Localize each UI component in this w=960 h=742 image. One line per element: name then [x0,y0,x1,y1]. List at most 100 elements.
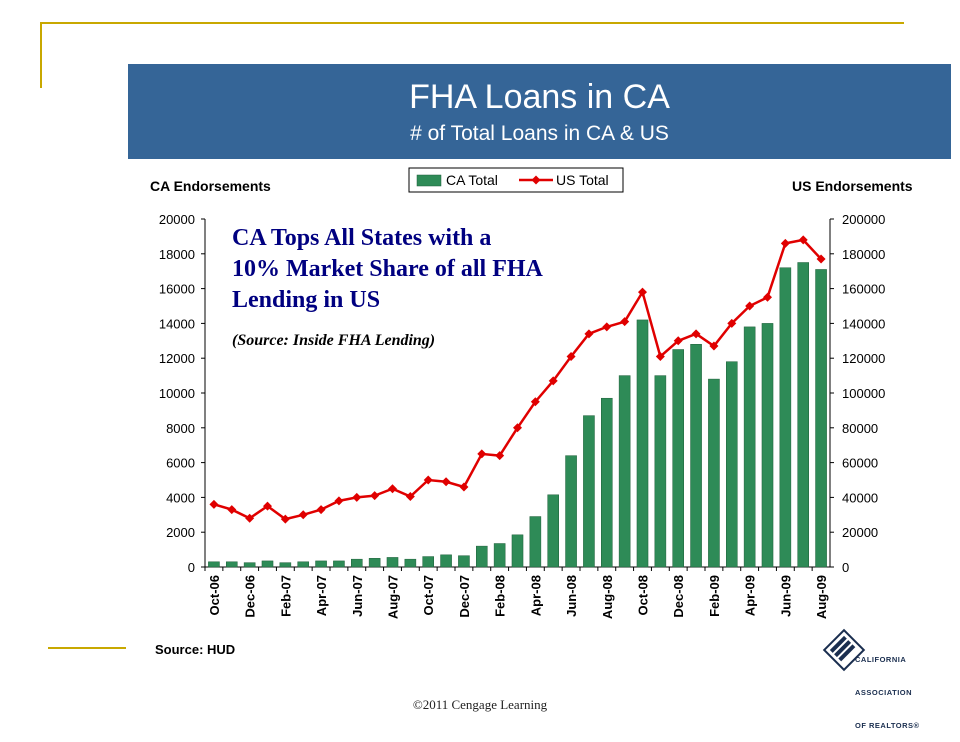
left-tick-label: 20000 [159,212,195,227]
bar [261,560,274,568]
us-total-point [655,351,665,361]
x-tick-label: Aug-09 [814,575,829,619]
left-tick-label: 6000 [166,456,195,471]
right-tick-label: 200000 [842,212,885,227]
bar [226,561,238,568]
us-total-point [548,376,558,386]
us-total-point [477,449,487,459]
us-total-point [638,287,647,297]
decor-line-bottom [48,647,126,649]
us-total-point [370,491,380,501]
bar [815,269,827,568]
x-tick-label: Jun-08 [564,575,579,617]
us-total-point [298,510,308,520]
us-total-point [459,482,469,492]
slide-title: FHA Loans in CA [409,78,670,116]
bar [315,560,327,568]
us-total-point [530,397,540,407]
us-total-point [763,292,772,302]
us-total-point [780,238,790,248]
annotation-source: (Source: Inside FHA Lending) [232,332,435,349]
bar [743,326,756,568]
fha-loans-chart: 0 2000 4000 6000 8000 10000 12000 14000 16000 180… [159,167,885,619]
left-tick-label: 10000 [159,386,195,401]
annotation-line: CA Tops All States with a [232,225,491,251]
x-tick-label: Dec-07 [457,575,472,618]
bar [368,558,381,568]
decor-line-left [40,22,42,88]
x-tick-label: Apr-07 [314,575,329,616]
right-axis-title: US Endorsements [792,178,913,194]
right-tick-label: 20000 [842,525,878,540]
us-total-point [352,492,362,502]
bar [297,561,309,568]
x-tick-label: Oct-06 [207,575,222,615]
x-tick-label: Jun-07 [350,575,365,617]
right-tick-label: 120000 [842,351,885,366]
left-tick-label: 2000 [166,525,195,540]
us-total-point [709,341,719,351]
bar [636,319,649,568]
right-tick-label: 180000 [842,247,885,262]
bar [601,397,613,568]
left-tick-label: 14000 [159,316,195,331]
bar [708,378,720,568]
us-total-point [566,351,576,361]
bar [351,558,363,568]
x-tick-label: Jun-09 [778,575,793,617]
us-total-point [727,318,737,328]
us-total-point [423,475,433,485]
bar [493,543,506,568]
left-tick-label: 8000 [166,421,195,436]
us-total-point [495,451,505,461]
x-tick-label: Oct-08 [636,575,651,615]
bar [386,557,399,568]
us-total-point [263,501,272,511]
x-tick-label: Feb-08 [493,575,508,617]
legend-label-us: US Total [556,172,609,188]
us-total-point [245,513,255,523]
bar [333,560,345,568]
us-total-point [816,254,826,264]
logo-text-line: CALIFORNIA [855,655,907,664]
bar [547,494,560,568]
bar [690,344,702,568]
us-total-point [584,329,594,339]
right-tick-label: 140000 [842,316,885,331]
us-total-point [798,235,808,245]
legend-swatch-ca [416,174,442,187]
bar [565,455,577,568]
title-banner: FHA Loans in CA # of Total Loans in CA &… [128,64,951,159]
bar [458,555,470,568]
x-tick-label: Oct-07 [421,575,436,615]
us-total-point [405,492,415,502]
left-tick-label: 16000 [159,282,195,297]
bar [476,545,488,568]
left-tick-label: 18000 [159,247,195,262]
x-tick-label: Apr-08 [528,575,543,616]
bar [654,375,667,568]
us-total-point [280,514,290,524]
right-tick-label: 80000 [842,421,878,436]
x-tick-label: Dec-08 [671,575,686,618]
left-axis-title: CA Endorsements [150,178,271,194]
bar [726,361,738,568]
bar [511,534,524,568]
car-logo-icon [822,628,866,672]
right-tick-label: 40000 [842,490,878,505]
x-tick-label: Dec-06 [243,575,258,618]
us-total-point [209,499,219,509]
logo-text: CALIFORNIA ASSOCIATION OF REALTORS® [855,632,920,742]
legend-swatch-us-marker [531,175,541,185]
right-tick-label: 160000 [842,282,885,297]
us-total-point [388,484,397,494]
bar [779,267,792,568]
legend-label-ca: CA Total [446,172,498,188]
source-note: Source: HUD [155,642,236,657]
bar [761,323,774,568]
slide-subtitle: # of Total Loans in CA & US [410,122,669,145]
bar [672,349,685,568]
us-total-point [620,317,630,327]
right-tick-label: 100000 [842,386,885,401]
us-total-point [316,505,326,515]
